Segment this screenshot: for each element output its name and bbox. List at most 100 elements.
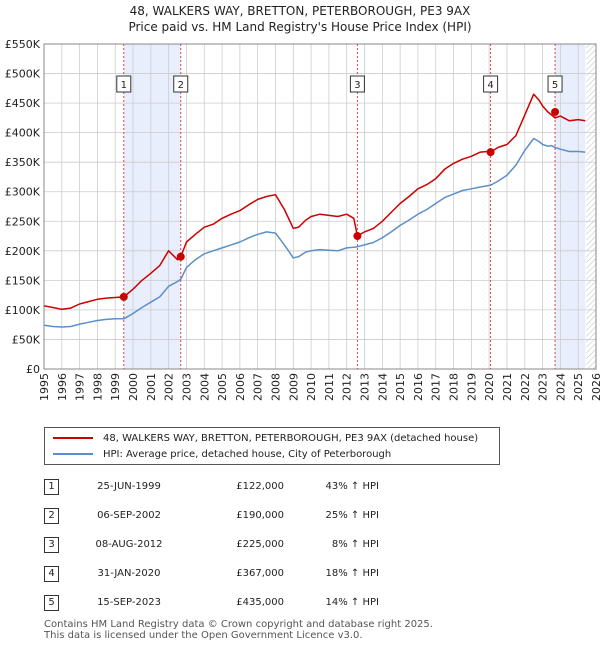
- y-tick-label: £150K: [5, 274, 41, 287]
- x-tick-label: 2004: [198, 373, 211, 401]
- y-tick-label: £550K: [5, 38, 41, 51]
- x-tick-label: 2011: [323, 373, 336, 401]
- sale-hpi-change: 25% ↑ HPI: [325, 510, 379, 521]
- sale-hpi-change: 8% ↑ HPI: [331, 539, 379, 550]
- sale-price: £190,000: [236, 510, 284, 521]
- price-chart: £0 £50K £100K £150K £200K £250K £300K £350K £400…: [5, 38, 600, 401]
- legend-item-hpi: HPI: Average price, detached house, City…: [53, 447, 391, 461]
- legend-swatch-hpi: [53, 453, 93, 455]
- sale-hpi-change: 43% ↑ HPI: [325, 481, 379, 492]
- x-tick-label: 2015: [394, 373, 407, 401]
- sale-price: £367,000: [236, 568, 284, 579]
- sale-marker-label: 2: [178, 80, 184, 91]
- footer-copyright: Contains HM Land Registry data © Crown c…: [44, 619, 433, 630]
- sale-date: 31-JAN-2020: [97, 568, 161, 579]
- table-row: 1 25-JUN-1999 £122,000 43% ↑ HPI: [44, 472, 379, 501]
- chart-title: 48, WALKERS WAY, BRETTON, PETERBOROUGH, …: [129, 4, 471, 18]
- sale-marker-label: 5: [552, 80, 558, 91]
- sale-point: [353, 232, 362, 241]
- y-tick-label: £250K: [5, 215, 41, 228]
- x-tick-label: 1996: [56, 373, 69, 401]
- y-tick-label: £0: [26, 363, 40, 376]
- x-tick-label: 2017: [430, 373, 443, 401]
- x-tick-label: 2021: [501, 373, 514, 401]
- sale-date: 15-SEP-2023: [97, 597, 161, 608]
- legend-swatch-property: [53, 437, 93, 439]
- x-tick-label: 2019: [465, 373, 478, 401]
- x-tick-label: 2024: [554, 373, 567, 401]
- sales-table: 1 25-JUN-1999 £122,000 43% ↑ HPI 2 06-SE…: [44, 472, 379, 617]
- sale-marker-box: [173, 75, 189, 93]
- sale-marker-label: 4: [487, 80, 493, 91]
- chart-legend: 48, WALKERS WAY, BRETTON, PETERBOROUGH, …: [44, 427, 500, 465]
- legend-label-property: 48, WALKERS WAY, BRETTON, PETERBOROUGH, …: [103, 432, 479, 444]
- y-tick-label: £450K: [5, 97, 41, 110]
- x-tick-label: 2001: [145, 373, 158, 401]
- sale-point: [176, 252, 185, 261]
- x-tick-label: 2010: [305, 373, 318, 401]
- sale-date: 06-SEP-2002: [97, 510, 161, 521]
- x-tick-label: 2022: [519, 373, 532, 401]
- x-tick-label: 2013: [359, 373, 372, 401]
- property-price-line: [43, 93, 586, 311]
- x-tick-label: 2025: [572, 373, 585, 401]
- x-tick-label: 2014: [376, 373, 389, 401]
- y-tick-label: £200K: [5, 245, 41, 258]
- x-tick-label: 2012: [341, 373, 354, 401]
- sale-marker-box: [547, 75, 563, 93]
- x-tick-label: 2023: [537, 373, 550, 401]
- sale-point: [486, 148, 495, 157]
- x-tick-label: 2020: [483, 373, 496, 401]
- sale-number-badge: 5: [44, 594, 59, 611]
- x-tick-label: 1995: [38, 373, 51, 401]
- legend-label-hpi: HPI: Average price, detached house, City…: [103, 448, 392, 460]
- x-tick-label: 1999: [109, 373, 122, 401]
- sale-number-badge: 1: [44, 478, 59, 495]
- sale-price: £122,000: [236, 481, 284, 492]
- x-tick-label: 2002: [163, 373, 176, 401]
- sale-marker-box: [349, 75, 365, 93]
- shaded-period: [555, 44, 586, 369]
- plot-frame: [43, 43, 597, 370]
- x-tick-label: 2005: [216, 373, 229, 401]
- x-tick-label: 2009: [287, 373, 300, 401]
- sale-point: [119, 292, 128, 301]
- sale-marker-box: [116, 75, 132, 93]
- sale-hpi-change: 14% ↑ HPI: [325, 597, 379, 608]
- sale-price: £225,000: [236, 539, 284, 550]
- forecast-hatch: [586, 44, 596, 369]
- x-tick-label: 2003: [180, 373, 193, 401]
- y-tick-label: £300K: [5, 186, 41, 199]
- x-tick-label: 2018: [448, 373, 461, 401]
- footer-attribution: Contains HM Land Registry data © Crown c…: [44, 619, 433, 641]
- table-row: 4 31-JAN-2020 £367,000 18% ↑ HPI: [44, 559, 379, 588]
- x-tick-label: 1997: [74, 373, 87, 401]
- x-tick-label: 1998: [91, 373, 104, 401]
- x-tick-label: 2006: [234, 373, 247, 401]
- table-row: 5 15-SEP-2023 £435,000 14% ↑ HPI: [44, 588, 379, 617]
- sale-price: £435,000: [236, 597, 284, 608]
- sale-marker-label: 1: [121, 80, 127, 91]
- sale-number-badge: 3: [44, 536, 59, 553]
- x-tick-label: 2000: [127, 373, 140, 401]
- chart-subtitle: Price paid vs. HM Land Registry's House …: [128, 20, 472, 34]
- sale-number-badge: 2: [44, 507, 59, 524]
- x-tick-label: 2016: [412, 373, 425, 401]
- x-tick-label: 2007: [252, 373, 265, 401]
- y-tick-label: £350K: [5, 156, 41, 169]
- table-row: 3 08-AUG-2012 £225,000 8% ↑ HPI: [44, 530, 379, 559]
- legend-item-property: 48, WALKERS WAY, BRETTON, PETERBOROUGH, …: [53, 431, 478, 445]
- hpi-line: [43, 137, 586, 328]
- sale-date: 08-AUG-2012: [95, 539, 163, 550]
- sale-hpi-change: 18% ↑ HPI: [325, 568, 379, 579]
- y-tick-label: £50K: [12, 333, 41, 346]
- footer-licence: This data is licensed under the Open Gov…: [44, 630, 363, 641]
- y-tick-label: £400K: [5, 127, 41, 140]
- sale-number-badge: 4: [44, 565, 59, 582]
- sale-marker-label: 3: [354, 80, 360, 91]
- sale-point: [551, 107, 560, 116]
- x-tick-label: 2026: [590, 373, 600, 401]
- table-row: 2 06-SEP-2002 £190,000 25% ↑ HPI: [44, 501, 379, 530]
- sale-marker-box: [483, 75, 499, 93]
- y-tick-label: £500K: [5, 68, 41, 81]
